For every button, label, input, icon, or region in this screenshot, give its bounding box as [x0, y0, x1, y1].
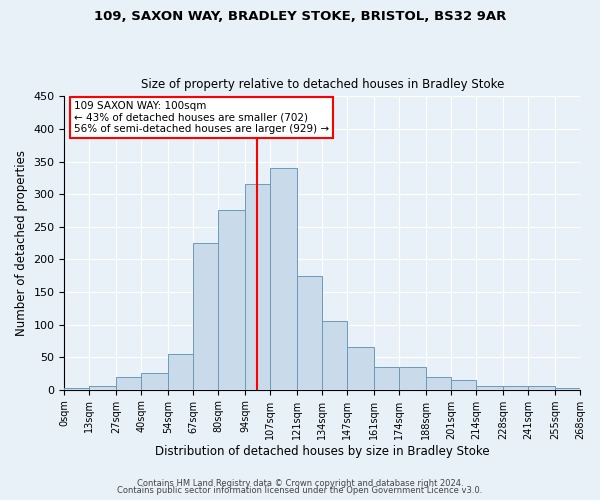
Bar: [503, 386, 528, 390]
Text: 109, SAXON WAY, BRADLEY STOKE, BRISTOL, BS32 9AR: 109, SAXON WAY, BRADLEY STOKE, BRISTOL, …: [94, 10, 506, 23]
Bar: [399, 367, 426, 390]
Bar: [426, 376, 451, 390]
Bar: [193, 243, 218, 390]
Text: Contains public sector information licensed under the Open Government Licence v3: Contains public sector information licen…: [118, 486, 482, 495]
Bar: [347, 348, 374, 390]
Bar: [142, 374, 168, 390]
Y-axis label: Number of detached properties: Number of detached properties: [15, 150, 28, 336]
Bar: [270, 168, 297, 390]
Bar: [374, 367, 399, 390]
Bar: [116, 376, 142, 390]
Bar: [168, 354, 193, 390]
Text: Contains HM Land Registry data © Crown copyright and database right 2024.: Contains HM Land Registry data © Crown c…: [137, 478, 463, 488]
Bar: [64, 388, 89, 390]
Bar: [476, 386, 503, 390]
Text: 109 SAXON WAY: 100sqm
← 43% of detached houses are smaller (702)
56% of semi-det: 109 SAXON WAY: 100sqm ← 43% of detached …: [74, 101, 329, 134]
Bar: [297, 276, 322, 390]
Bar: [528, 386, 555, 390]
Bar: [322, 322, 347, 390]
Bar: [218, 210, 245, 390]
X-axis label: Distribution of detached houses by size in Bradley Stoke: Distribution of detached houses by size …: [155, 444, 490, 458]
Title: Size of property relative to detached houses in Bradley Stoke: Size of property relative to detached ho…: [140, 78, 504, 91]
Bar: [89, 386, 116, 390]
Bar: [245, 184, 270, 390]
Bar: [451, 380, 476, 390]
Bar: [555, 388, 580, 390]
